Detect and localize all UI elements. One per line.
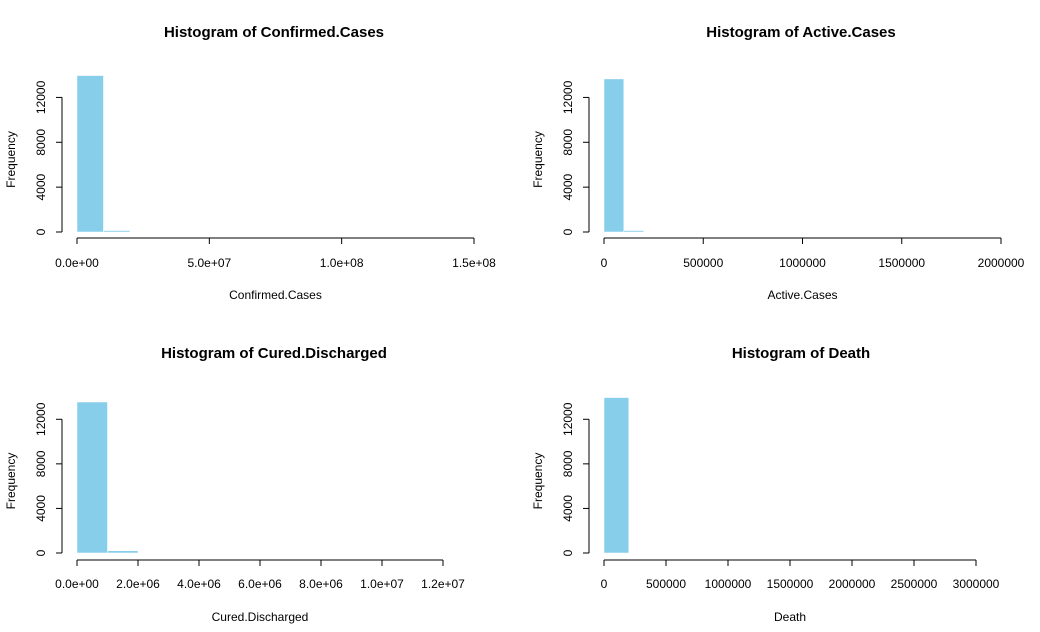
histogram-panel-2: Histogram of Active.Cases 0 500000 1000000 1… <box>531 24 1025 302</box>
histogram-bar <box>603 397 630 554</box>
x-axis-label: Death <box>774 610 806 624</box>
x-tick-label: 0.0e+00 <box>55 577 99 591</box>
y-tick-label: 12000 <box>34 80 48 114</box>
x-tick-label: 1000000 <box>779 256 826 270</box>
chart-title: Histogram of Death <box>732 345 870 362</box>
y-axis-label: Frequency <box>4 453 18 510</box>
x-tick-label: 4.0e+06 <box>177 577 221 591</box>
y-tick-label: 4000 <box>561 173 575 200</box>
y-tick-label: 8000 <box>34 129 48 156</box>
y-tick-label: 4000 <box>34 495 48 522</box>
histogram-panel-3: Histogram of Cured.Discharged 0.0e+00 2.0e… <box>4 345 465 624</box>
x-tick-label: 1.0e+08 <box>320 256 364 270</box>
x-tick-label: 3000000 <box>953 577 1000 591</box>
x-tick-label: 2.0e+06 <box>116 577 160 591</box>
x-tick-label: 1.5e+08 <box>452 256 496 270</box>
x-tick-label: 500000 <box>683 256 723 270</box>
x-tick-label: 2000000 <box>829 577 876 591</box>
histogram-bar <box>603 78 625 233</box>
histogram-bar <box>107 550 139 554</box>
x-tick-label: 1500000 <box>767 577 814 591</box>
x-tick-label: 0 <box>601 256 608 270</box>
chart-title: Histogram of Active.Cases <box>706 24 896 41</box>
y-tick-label: 8000 <box>561 450 575 477</box>
x-tick-label: 2500000 <box>891 577 938 591</box>
y-axis-label: Frequency <box>531 131 545 188</box>
x-tick-label: 8.0e+06 <box>299 577 343 591</box>
histogram-bar <box>623 230 644 233</box>
histogram-bar <box>76 75 104 233</box>
x-axis-label: Active.Cases <box>767 288 837 302</box>
y-tick-label: 0 <box>561 549 575 556</box>
y-tick-label: 12000 <box>561 80 575 114</box>
y-axis-label: Frequency <box>4 131 18 188</box>
y-axis-label: Frequency <box>531 453 545 510</box>
y-tick-label: 12000 <box>561 402 575 436</box>
x-tick-label: 2000000 <box>978 256 1025 270</box>
x-tick-label: 1500000 <box>878 256 925 270</box>
x-tick-label: 500000 <box>646 577 686 591</box>
x-tick-label: 6.0e+06 <box>238 577 282 591</box>
x-tick-label: 5.0e+07 <box>187 256 231 270</box>
x-tick-label: 1000000 <box>705 577 752 591</box>
chart-title: Histogram of Confirmed.Cases <box>164 24 384 41</box>
x-axis-label: Cured.Discharged <box>212 610 309 624</box>
y-tick-label: 0 <box>561 228 575 235</box>
y-tick-label: 4000 <box>561 495 575 522</box>
y-tick-label: 0 <box>34 549 48 556</box>
x-tick-label: 1.0e+07 <box>360 577 404 591</box>
x-axis-label: Confirmed.Cases <box>229 288 322 302</box>
x-tick-label: 0 <box>601 577 608 591</box>
y-tick-label: 8000 <box>34 450 48 477</box>
histogram-bar <box>103 230 131 233</box>
y-tick-label: 12000 <box>34 402 48 436</box>
y-tick-label: 0 <box>34 228 48 235</box>
x-tick-label: 1.2e+07 <box>421 577 465 591</box>
y-tick-label: 4000 <box>34 173 48 200</box>
x-tick-label: 0.0e+00 <box>55 256 99 270</box>
histogram-bar <box>76 401 108 554</box>
histogram-panel-4: Histogram of Death 0 500000 1000000 1500000 2… <box>531 345 1000 624</box>
y-tick-label: 8000 <box>561 129 575 156</box>
histogram-panel-1: Histogram of Confirmed.Cases 0.0e+00 5.0e+… <box>4 24 496 302</box>
chart-title: Histogram of Cured.Discharged <box>161 345 387 362</box>
